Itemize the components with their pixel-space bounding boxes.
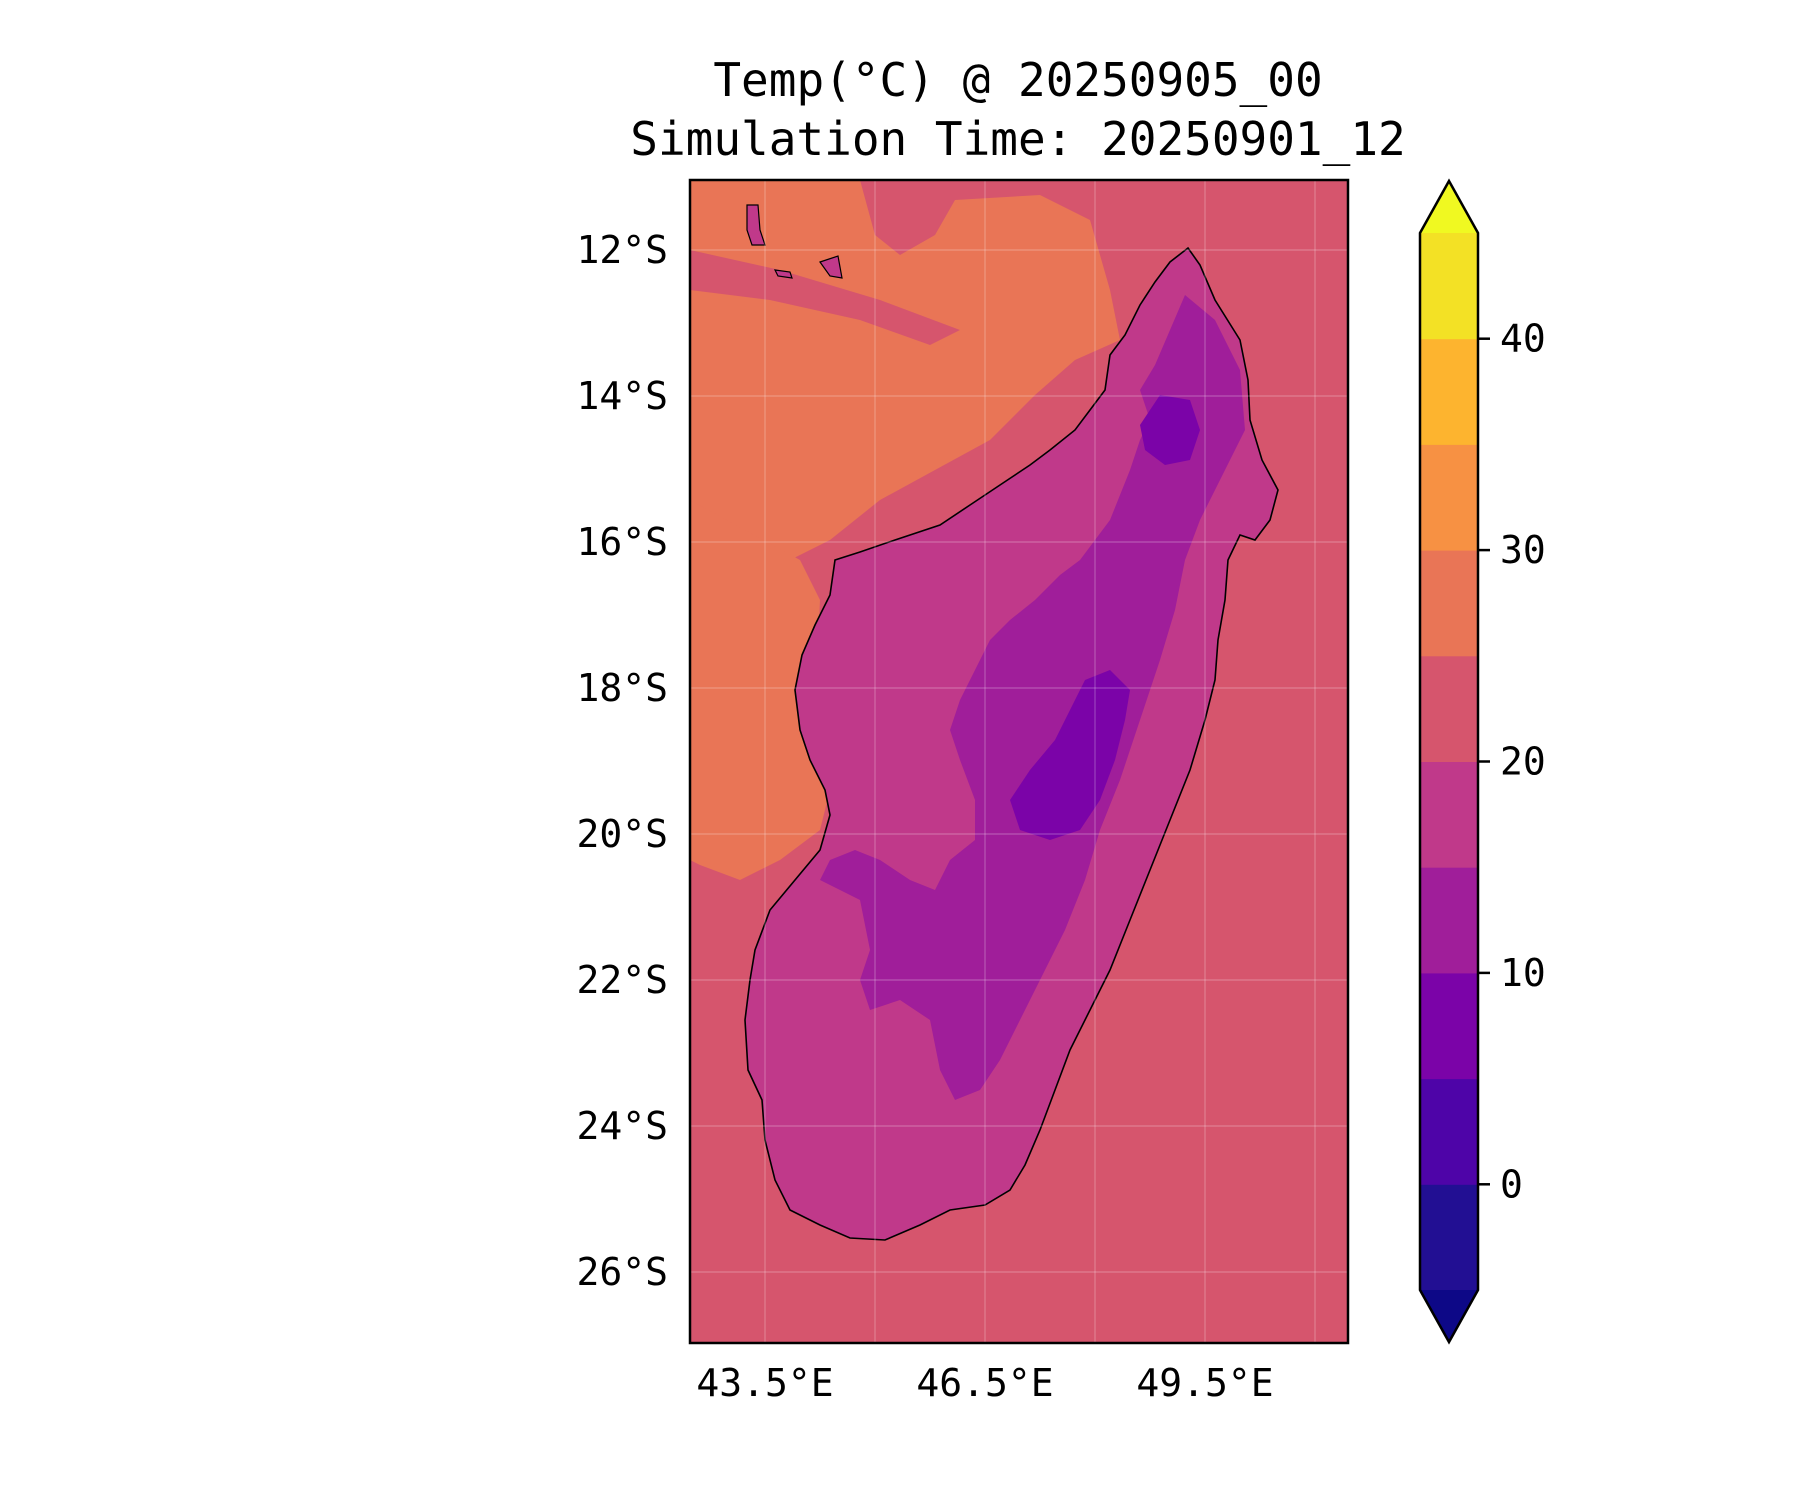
colorbar-tick-label: 20: [1500, 740, 1546, 784]
colorbar-segment: [1420, 972, 1478, 1080]
colorbar-segment: [1420, 233, 1478, 340]
gridlines: [690, 180, 1348, 1343]
lat-tick-label: 20°S: [576, 812, 668, 856]
lon-tick-label: 43.5°E: [696, 1361, 833, 1405]
colorbar-segment: [1420, 761, 1478, 868]
colorbar-segment: [1420, 1184, 1478, 1291]
colorbar-tick-label: 10: [1500, 951, 1546, 995]
colorbar-segment: [1420, 444, 1478, 551]
lat-tick-label: 22°S: [576, 958, 668, 1002]
colorbar-segment: [1420, 1078, 1478, 1185]
island-cool-region: [820, 295, 1245, 1100]
title-line-1: Temp(°C) @ 20250905_00: [713, 53, 1322, 107]
colorbar-segment: [1420, 655, 1478, 762]
comoros-island: [746, 204, 766, 246]
colorbar: 0 10 20 30 40: [1418, 178, 1546, 1345]
anjouan-island: [773, 269, 793, 279]
colorbar-segment: [1420, 867, 1478, 974]
lat-tick-label: 16°S: [576, 520, 668, 564]
colorbar-tick-label: 0: [1500, 1162, 1523, 1206]
ocean-mild-stripe: [690, 250, 960, 345]
mayotte-island: [819, 255, 843, 279]
island-cold-region-north: [1140, 395, 1200, 465]
lon-tick-label: 46.5°E: [916, 1361, 1053, 1405]
lat-tick-labels: 12°S 14°S 16°S 18°S 20°S 22°S 24°S 26°S: [576, 228, 668, 1294]
lat-tick-label: 26°S: [576, 1250, 668, 1294]
colorbar-tick-label: 30: [1500, 528, 1546, 572]
island-cold-region: [1010, 670, 1130, 840]
lon-tick-labels: 43.5°E 46.5°E 49.5°E: [696, 1361, 1273, 1405]
lon-tick-label: 49.5°E: [1136, 1361, 1273, 1405]
title-line-2: Simulation Time: 20250901_12: [630, 112, 1405, 166]
map-plot: [690, 180, 1348, 1343]
colorbar-under-extend: [1420, 1290, 1478, 1342]
colorbar-over-extend: [1420, 181, 1478, 233]
ocean-warm-west: [690, 500, 830, 880]
lat-tick-label: 24°S: [576, 1104, 668, 1148]
lat-tick-label: 12°S: [576, 228, 668, 272]
lat-tick-label: 18°S: [576, 666, 668, 710]
map-frame: [688, 178, 1350, 1345]
colorbar-tick-label: 40: [1500, 317, 1546, 361]
colorbar-segment: [1420, 338, 1478, 445]
colorbar-segment: [1420, 550, 1478, 657]
colorbar-outline: [1418, 178, 1480, 1345]
lat-tick-label: 14°S: [576, 374, 668, 418]
